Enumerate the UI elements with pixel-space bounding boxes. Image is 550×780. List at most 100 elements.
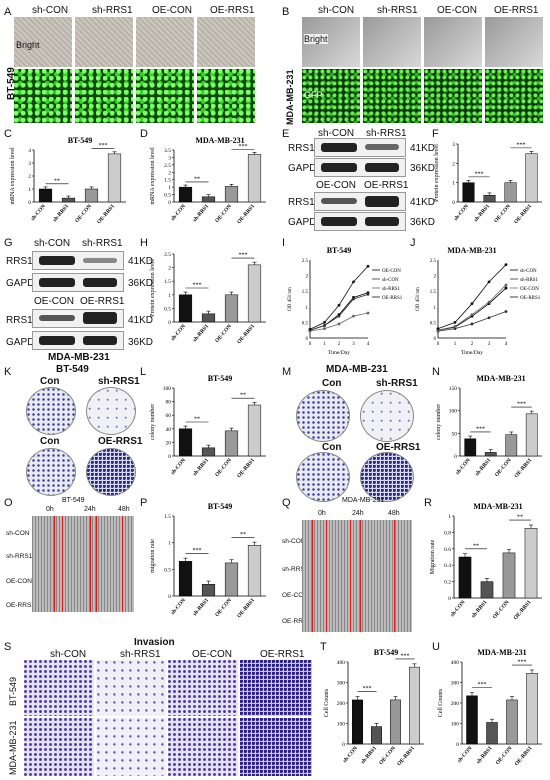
y-tick-label: 1 [168,293,171,299]
gfp-image-b2 [363,69,421,123]
panel-label-q: Q [282,497,291,509]
chart-title: BT-549 [208,374,233,383]
panel-label-m: M [282,366,292,378]
y-tick-label: 2 [28,174,31,180]
x-tick-label: OE-CON [494,457,513,478]
bar [464,438,477,457]
bar [178,186,193,203]
y-tick-label: 0.6 [444,547,451,553]
label-bright-b: Bright [304,34,328,44]
chart-c-bt549-mrna: BT-549 0 1 2 3 4 mRNA expression level sh-CON sh… [10,136,126,225]
y-tick-label: 0.2 [444,580,451,586]
colony-dish-k3 [26,448,76,496]
panel-label-c: C [4,128,12,140]
x-tick-label: OE-CON [492,599,511,620]
y-tick-label: 150 [449,386,458,392]
x-tick-label: OE-RRS1 [236,323,256,345]
x-tick-label: sh-RRS1 [192,323,210,343]
y-tick-label: 1 [434,306,437,311]
y-tick-label: 3.5 [164,148,171,154]
legend-label: sh-CON [520,269,537,274]
x-tick-label: sh-RRS1 [192,597,210,617]
chart-title: MDA-MB-231 [195,136,244,145]
x-tick-label: OE-RRS1 [513,599,533,621]
bar [107,153,122,203]
x-tick-label: 2 [338,342,341,347]
m-label-con: Con [322,378,342,389]
chart-title: BT-549 [374,648,399,657]
significance-stars: *** [401,653,410,659]
wb-g-36kd-2: 36KD [128,337,154,348]
y-tick-label: 4 [28,148,31,154]
y-tick-label: 0 [306,337,309,342]
data-point [453,321,457,324]
chart-t-invasion-bt549: BT-549 0 100 200 300 400 Cell Counts sh-CON sh-R… [324,648,424,767]
y-tick-label: 3 [28,161,31,167]
invasion-image-5 [24,718,94,776]
s-col-2: sh-RRS1 [120,649,161,660]
bar [525,413,538,457]
q-time-48: 48h [388,510,400,517]
x-tick-label: OE-CON [493,203,512,224]
data-point [436,327,440,331]
bright-image-a3 [136,17,194,67]
significance-stars: ** [194,176,200,182]
chart-l-colony-bt549: BT-549 0 20 40 60 80 100 colony number sh-CON sh-… [150,374,266,479]
data-point [504,283,508,287]
band [321,163,357,172]
series-line [309,265,369,330]
y-tick-label: 0 [454,454,457,460]
y-tick-label: 0.5 [164,567,171,573]
bright-image-a2 [75,17,133,67]
colony-dish-m2 [360,390,414,442]
y-axis-label: Migration rate [430,539,436,574]
y-tick-label: 400 [337,660,346,666]
bar [462,182,475,203]
y-tick-label: 0.8 [444,530,451,536]
chart-r-migration-mda: MDA-MB-231 0 0.2 0.4 0.6 0.8 1 Migration rate sh… [430,502,542,621]
chart-n-colony-mda: MDA-MB-231 0 50 100 150 colony number sh-CON sh… [436,374,542,479]
band [83,312,117,324]
x-tick-label: sh-CON [450,599,467,618]
y-tick-label: 300 [337,681,346,687]
y-tick-label: 0.5 [430,321,437,326]
wb-g-rrs1-label: RRS1 [6,256,33,267]
y-tick-label: 3 [168,155,171,161]
wound-edge [326,520,327,632]
wound-image-o [32,516,134,612]
data-point [487,300,491,304]
significance-stars: ** [517,515,523,521]
x-tick-label: 0 [309,342,312,347]
bar [352,699,363,745]
s-row-mda: MDA-MB-231 [8,720,18,775]
bar [224,430,239,457]
y-tick-label: 2 [306,275,309,280]
bar [84,188,99,203]
panel-label-k: K [4,366,12,378]
wb-e-gapdh-blot [314,158,406,177]
bar [38,188,53,203]
chart-h-protein: 0 0.5 1 1.5 2 2.5 Protein expression level sh-C… [150,252,266,345]
panel-label-d: D [140,128,148,140]
data-point [504,263,508,267]
y-tick-label: 1 [168,185,171,191]
y-tick-label: 50 [452,431,458,437]
wb-e-36kd-2: 36KD [410,217,436,228]
significance-stars: *** [478,682,487,688]
band [365,217,399,226]
data-point [487,280,491,284]
x-tick-label: OE-RRS1 [236,597,256,619]
data-point [366,292,370,296]
y-tick-label: 2 [168,266,171,272]
x-tick-label: sh-RRS1 [476,745,494,765]
wb-g-lane1: sh-CON [34,238,71,249]
significance-stars: *** [475,171,484,177]
wb-e-41kd-2: 41KD [410,197,436,208]
wound-edge [394,520,395,632]
y-tick-label: 1.5 [164,279,171,285]
wb-e-lane1: sh-CON [318,128,355,139]
wb-e-gapdh-blot2 [314,212,406,231]
chart-title: BT-549 [327,246,352,255]
x-tick-label: 0 [437,342,440,347]
y-tick-label: 0 [456,742,459,748]
